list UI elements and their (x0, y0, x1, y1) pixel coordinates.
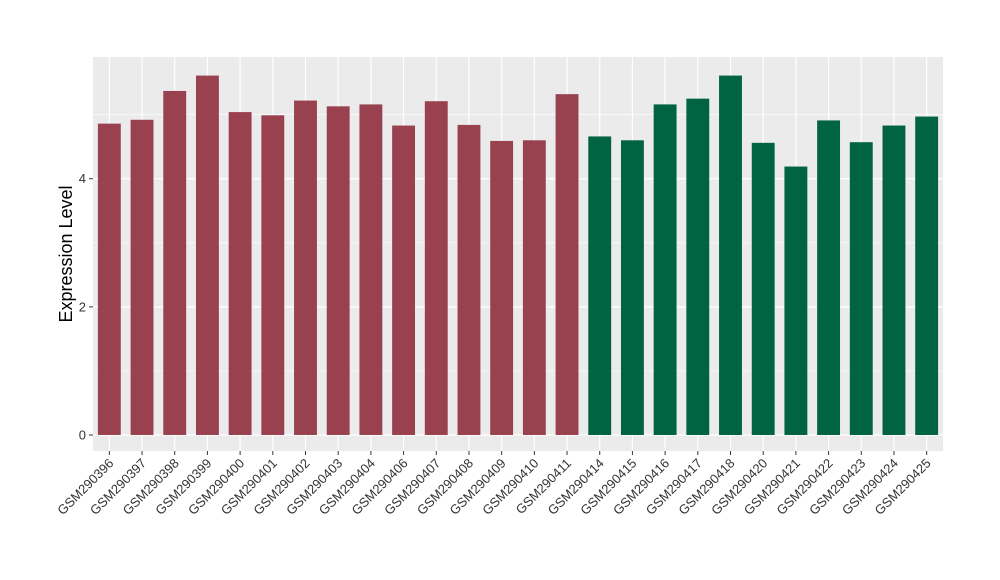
y-axis: 0 2 4 (79, 171, 93, 442)
bar-GSM290399 (195, 75, 219, 435)
bar-GSM290423 (849, 142, 873, 435)
y-axis-title: Expression Level (56, 185, 76, 322)
bar-GSM290408 (457, 124, 481, 435)
bar-GSM290418 (719, 75, 742, 435)
bar-GSM290411 (555, 94, 579, 435)
bar-GSM290407 (424, 101, 448, 435)
bar-GSM290396 (97, 123, 121, 435)
bar-GSM290397 (130, 119, 154, 435)
y-tick-label: 4 (79, 171, 86, 186)
bar-GSM290409 (490, 140, 514, 435)
bar-GSM290401 (261, 115, 285, 435)
bar-GSM290400 (228, 112, 252, 435)
y-tick-label: 0 (79, 427, 86, 442)
bar-GSM290420 (751, 142, 775, 435)
bar-GSM290425 (915, 116, 939, 435)
x-axis: GSM290396GSM290397GSM290398GSM290399GSM2… (54, 451, 934, 518)
bars (97, 75, 939, 435)
bar-GSM290410 (522, 140, 546, 435)
bar-GSM290415 (620, 140, 644, 435)
bar-GSM290402 (294, 100, 317, 435)
bar-GSM290398 (163, 90, 187, 435)
bar-GSM290417 (686, 98, 710, 435)
bar-GSM290414 (588, 136, 612, 435)
bar-GSM290421 (784, 166, 808, 435)
y-tick-label: 2 (79, 299, 86, 314)
bar-GSM290404 (359, 104, 383, 435)
bar-GSM290416 (653, 104, 677, 435)
bar-GSM290403 (326, 106, 350, 435)
plot-panel (93, 57, 943, 451)
bar-GSM290422 (817, 120, 841, 435)
bar-GSM290424 (882, 125, 906, 435)
bar-GSM290406 (392, 125, 416, 435)
